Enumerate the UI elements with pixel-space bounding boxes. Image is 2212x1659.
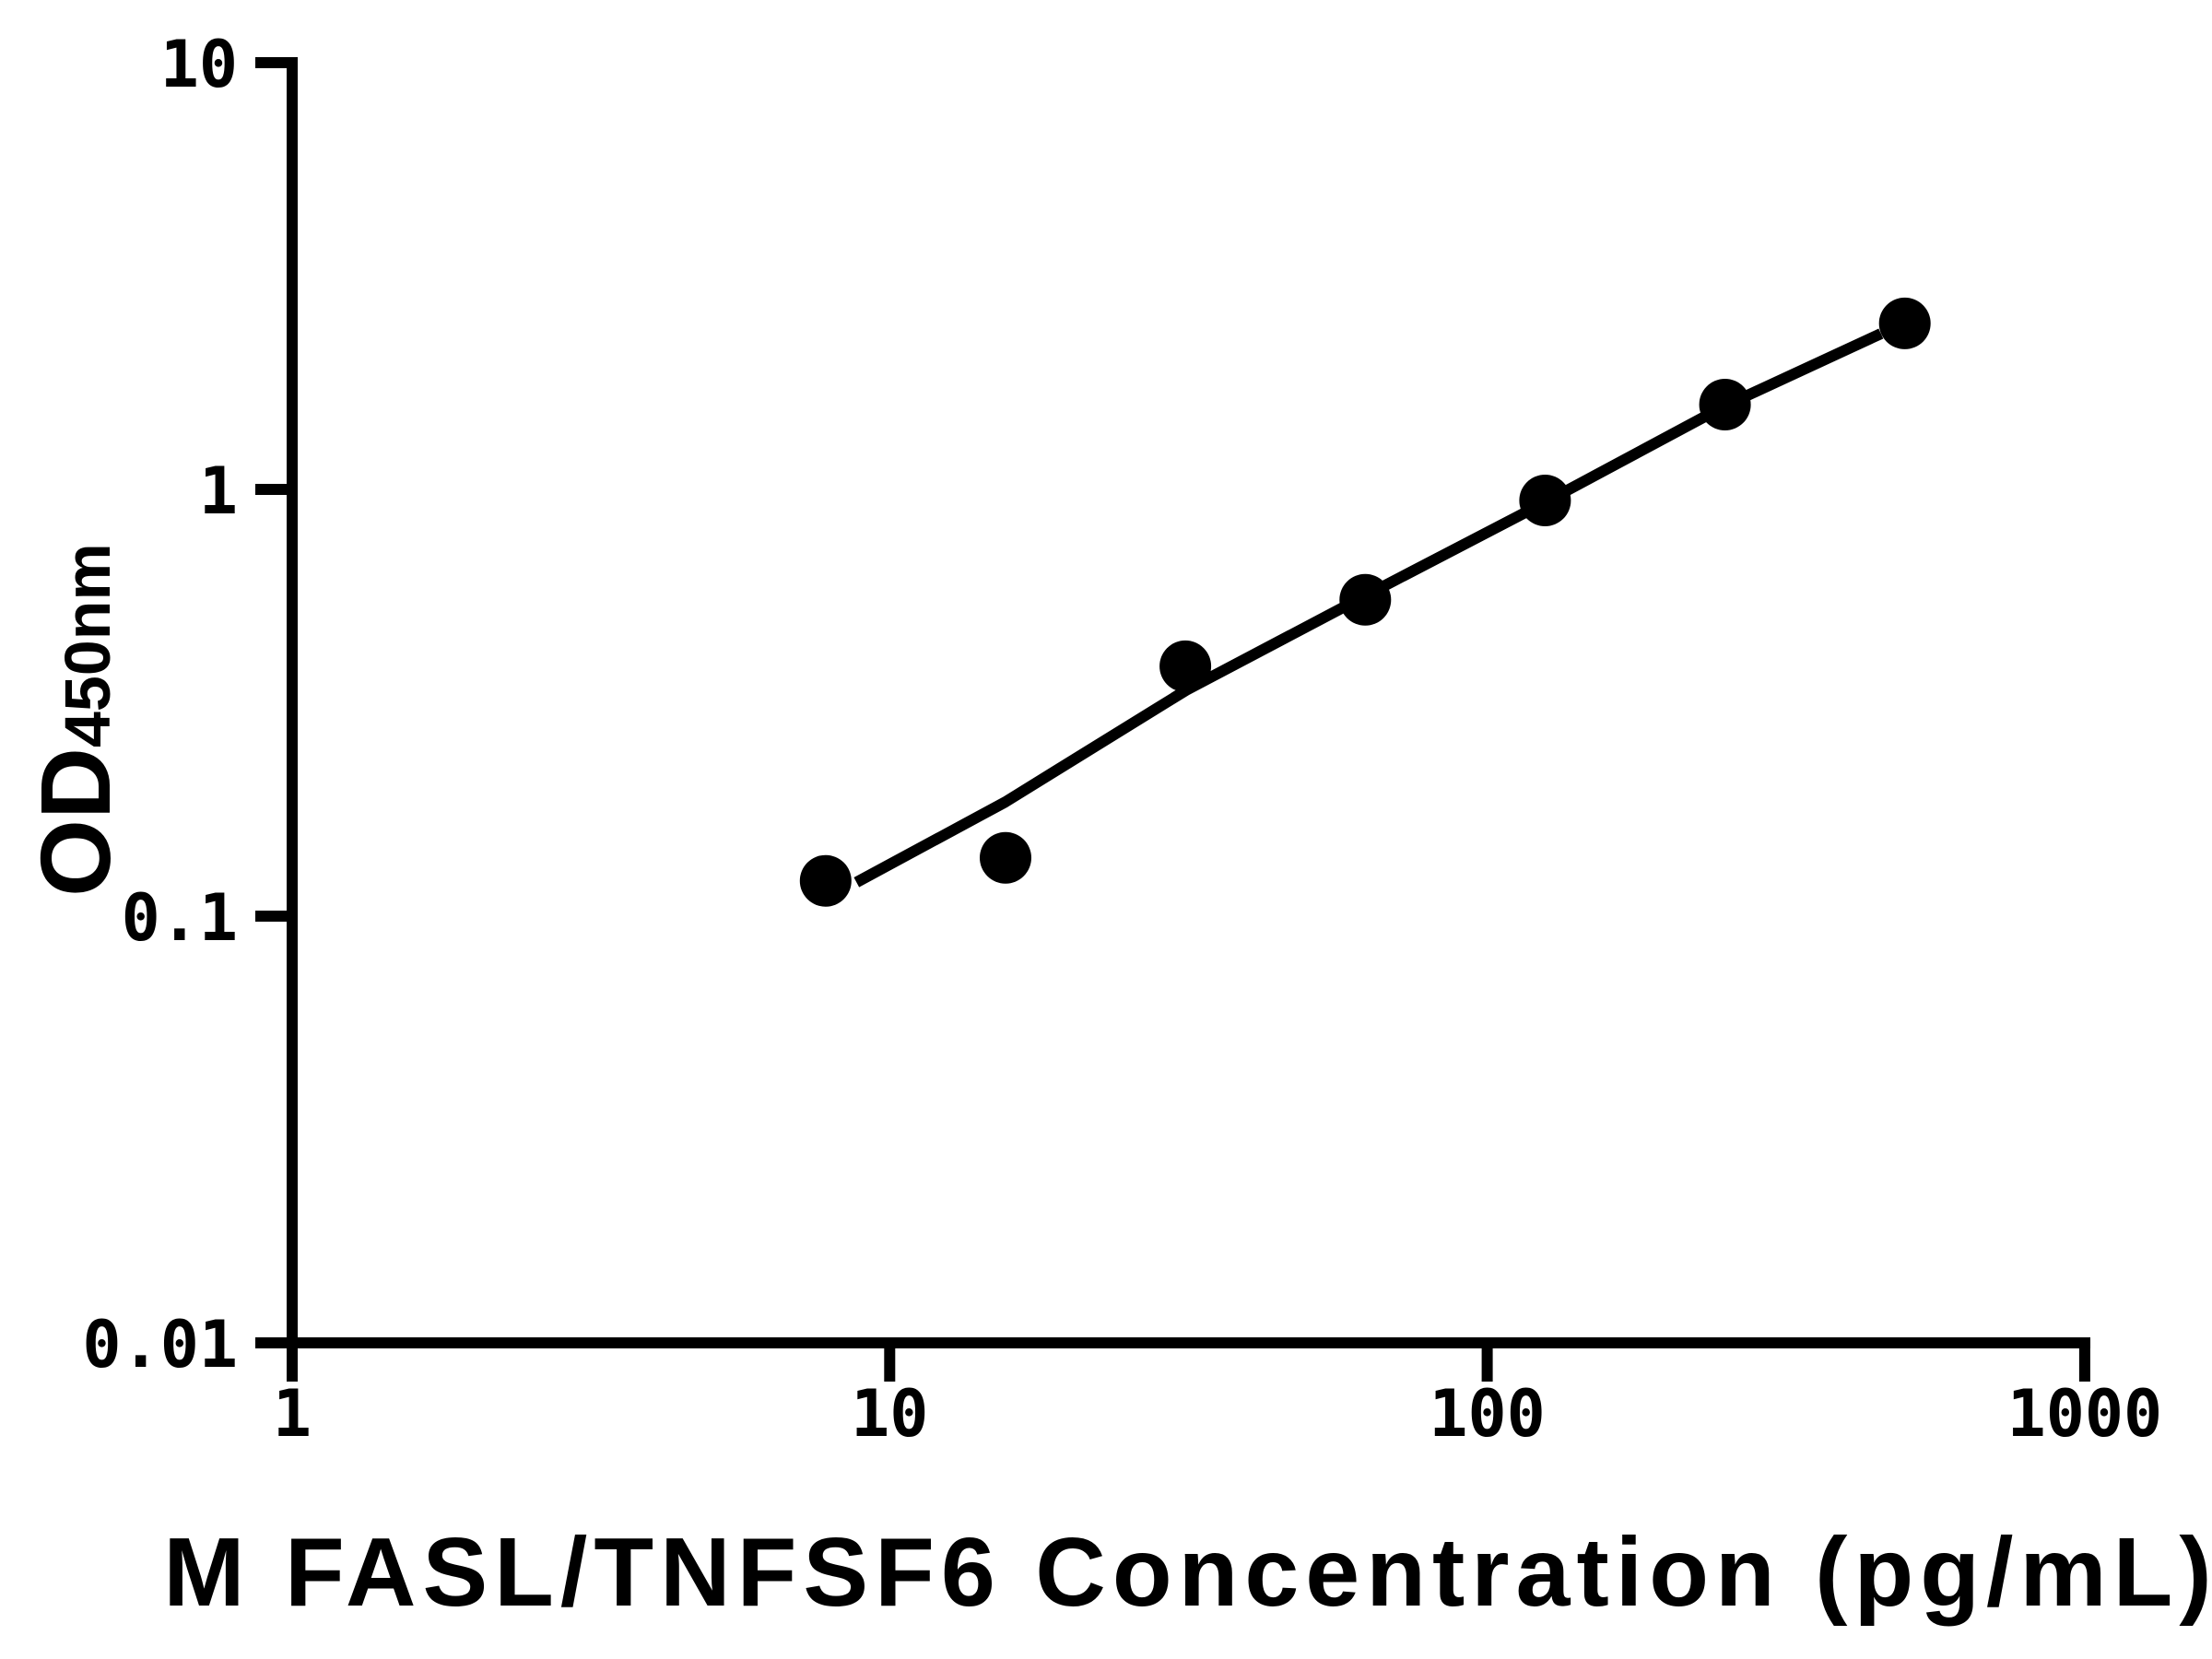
data-point	[980, 831, 1031, 884]
y-tick-label: 1	[199, 453, 238, 529]
data-point	[1519, 475, 1571, 526]
x-axis-title: M FASL/TNFSF6 Concentration (pg/mL)	[163, 1518, 2212, 1627]
y-axis-title-main: OD	[19, 747, 131, 897]
y-axis-title-sub: 450nm	[52, 543, 124, 747]
x-axis-ticks: 1 10 100 1000	[273, 1343, 2162, 1452]
data-point	[1159, 640, 1212, 692]
data-point	[1878, 297, 1931, 349]
y-tick-label: 0.1	[122, 880, 238, 956]
data-point	[1699, 379, 1751, 430]
x-tick-label: 1000	[2007, 1376, 2163, 1452]
data-points	[799, 297, 1931, 907]
y-tick-label: 0.01	[82, 1307, 238, 1382]
x-tick-label: 10	[851, 1376, 928, 1452]
y-tick-label: 10	[160, 27, 238, 102]
data-point	[1339, 573, 1392, 626]
y-axis-title: OD450nm	[19, 543, 131, 897]
x-tick-label: 100	[1429, 1376, 1545, 1452]
data-point	[799, 854, 852, 907]
y-axis-ticks: 0.01 0.1 1 10	[82, 27, 292, 1382]
x-tick-label: 1	[273, 1376, 312, 1452]
